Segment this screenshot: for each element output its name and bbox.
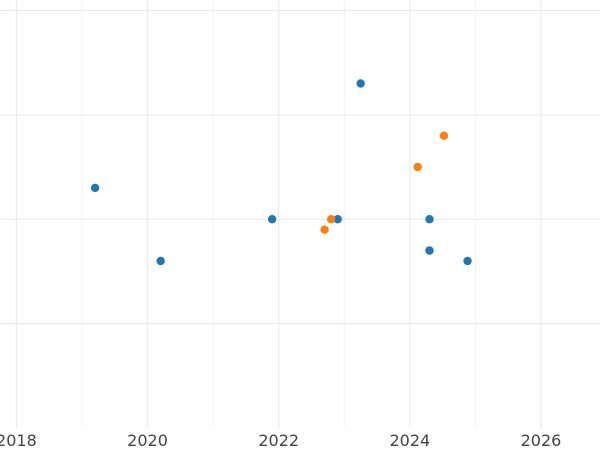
data-point-series-1	[425, 246, 434, 255]
data-point-series-2	[439, 131, 449, 140]
x-tick-label: 2020	[127, 431, 168, 450]
grid	[0, 0, 600, 428]
x-tick-label: 2018	[0, 431, 37, 450]
data-point-series-2	[320, 225, 329, 234]
x-axis-tick-labels: 2018 2020 2022 2024 2026	[0, 431, 561, 450]
x-tick-label: 2026	[521, 431, 562, 450]
data-point-series-2	[326, 215, 336, 224]
data-point-series-1	[156, 256, 165, 266]
data-point-series-1	[333, 215, 342, 224]
x-tick-label: 2024	[389, 431, 430, 450]
data-point-series-1	[267, 215, 277, 224]
x-tick-label: 2022	[258, 431, 299, 450]
data-points	[90, 79, 472, 266]
data-point-series-1	[356, 79, 365, 88]
data-point-series-2	[413, 162, 422, 172]
data-point-series-1	[90, 183, 100, 193]
data-point-series-1	[463, 256, 472, 266]
data-point-series-1	[425, 215, 434, 224]
